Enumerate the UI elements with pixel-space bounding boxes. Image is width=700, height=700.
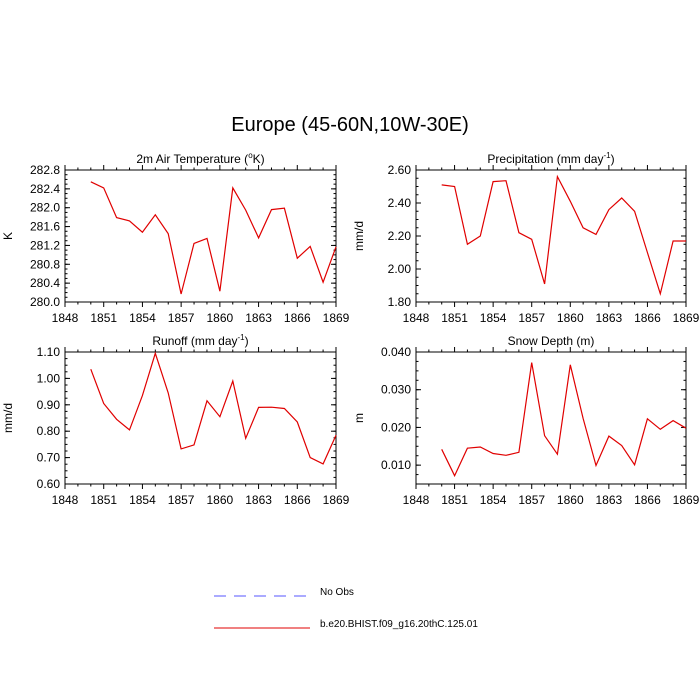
x-tick-label: 1860 (557, 493, 584, 507)
legend-item-no-obs: No Obs (212, 586, 532, 606)
chart-title-text: 2m Air Temperature ( (136, 152, 248, 166)
y-tick-label: 2.40 (388, 196, 412, 210)
x-tick-label: 1851 (441, 311, 468, 325)
x-tick-label: 1854 (480, 493, 507, 507)
y-tick-label: 281.2 (30, 238, 60, 252)
y-axis-label: mm/d (352, 221, 366, 251)
x-tick-label: 1869 (323, 311, 350, 325)
legend-label: No Obs (320, 587, 354, 598)
plot-frame (415, 169, 687, 303)
chart-panel-2: Precipitation (mm day-1) mm/d 1.80 2.00 2.20… (352, 151, 700, 325)
y-tick-label: 280.0 (30, 295, 60, 309)
chart-title-text: Precipitation (mm day (487, 152, 603, 166)
legend-swatch-dashed (214, 595, 308, 597)
x-tick-label: 1863 (245, 311, 272, 325)
chart-panel-4: Snow Depth (m) m 0.010 0.020 0.030 0.040 1848 1… (352, 334, 700, 507)
x-tick-label: 1860 (207, 493, 234, 507)
series-line (90, 181, 337, 295)
y-tick-label: 1.00 (37, 371, 61, 385)
chart-title: 2m Air Temperature (oK) (136, 151, 264, 166)
y-tick-label: 280.8 (30, 257, 60, 271)
y-tick-label: 0.90 (37, 398, 61, 412)
x-tick-label: 1860 (207, 311, 234, 325)
x-tick-label: 1869 (673, 493, 700, 507)
x-tick-label: 1863 (596, 311, 623, 325)
chart-title: Snow Depth (m) (508, 334, 595, 348)
chart-title-text: Snow Depth (m) (508, 334, 595, 348)
y-tick-label: 0.60 (37, 477, 61, 491)
series-line (90, 351, 337, 465)
x-tick-label: 1863 (245, 493, 272, 507)
y-tick-label: 2.20 (388, 229, 412, 243)
plot-frame (415, 351, 687, 485)
y-tick-label: 0.030 (381, 383, 411, 397)
legend-swatch-solid (214, 627, 310, 629)
y-tick-label: 1.80 (388, 295, 412, 309)
x-tick-label: 1860 (557, 311, 584, 325)
x-tick-label: 1866 (284, 493, 311, 507)
plot-frame (64, 351, 337, 485)
chart-title-sup: o (248, 151, 253, 160)
y-tick-label: 2.60 (388, 163, 412, 177)
y-axis-label: mm/d (1, 403, 15, 433)
figure-title: Europe (45-60N,10W-30E) (231, 114, 469, 136)
x-tick-label: 1869 (323, 493, 350, 507)
y-tick-label: 282.4 (30, 182, 60, 196)
chart-title: Precipitation (mm day-1) (487, 151, 614, 166)
chart-panel-1: 2m Air Temperature (oK) K 280.0 280.4 280.8 2… (1, 151, 350, 325)
x-tick-label: 1857 (168, 311, 195, 325)
y-tick-label: 2.00 (388, 262, 412, 276)
chart-title: Runoff (mm day-1) (152, 333, 248, 348)
y-tick-label: 0.80 (37, 424, 61, 438)
x-tick-label: 1848 (403, 493, 430, 507)
y-tick-label: 0.010 (381, 458, 411, 472)
legend-item-model: b.e20.BHIST.f09_g16.20thC.125.01 (212, 618, 532, 638)
x-tick-label: 1851 (90, 311, 117, 325)
series-line (441, 174, 686, 297)
chart-title-sup: -1 (238, 333, 246, 342)
plot-frame (64, 169, 337, 303)
x-tick-label: 1851 (90, 493, 117, 507)
y-tick-label: 0.020 (381, 420, 411, 434)
x-tick-label: 1848 (403, 311, 430, 325)
x-tick-label: 1848 (52, 493, 79, 507)
y-axis-label: m (352, 413, 366, 423)
y-axis-label: K (1, 232, 15, 240)
y-tick-label: 0.040 (381, 345, 411, 359)
chart-title-text: ) (611, 152, 615, 166)
y-tick-label: 1.10 (37, 345, 61, 359)
x-tick-label: 1857 (518, 311, 545, 325)
chart-title-text: K) (253, 152, 265, 166)
x-tick-label: 1857 (168, 493, 195, 507)
x-tick-label: 1866 (284, 311, 311, 325)
x-tick-label: 1869 (673, 311, 700, 325)
x-tick-label: 1854 (129, 311, 156, 325)
x-tick-label: 1848 (52, 311, 79, 325)
y-tick-label: 282.8 (30, 163, 60, 177)
chart-title-text: Runoff (mm day (152, 334, 237, 348)
y-tick-label: 280.4 (30, 276, 60, 290)
x-tick-label: 1863 (596, 493, 623, 507)
chart-panel-3: Runoff (mm day-1) mm/d 0.60 0.70 0.80 0.90 1.0… (1, 333, 350, 507)
chart-title-text: ) (245, 334, 249, 348)
x-tick-label: 1854 (480, 311, 507, 325)
x-tick-label: 1851 (441, 493, 468, 507)
chart-title-sup: -1 (603, 151, 611, 160)
x-tick-label: 1866 (634, 493, 661, 507)
x-tick-label: 1854 (129, 493, 156, 507)
legend-label: b.e20.BHIST.f09_g16.20thC.125.01 (320, 619, 478, 630)
y-tick-label: 0.70 (37, 451, 61, 465)
y-tick-label: 281.6 (30, 220, 60, 234)
y-tick-label: 282.0 (30, 201, 60, 215)
series-line (441, 362, 687, 478)
x-tick-label: 1866 (634, 311, 661, 325)
x-tick-label: 1857 (518, 493, 545, 507)
